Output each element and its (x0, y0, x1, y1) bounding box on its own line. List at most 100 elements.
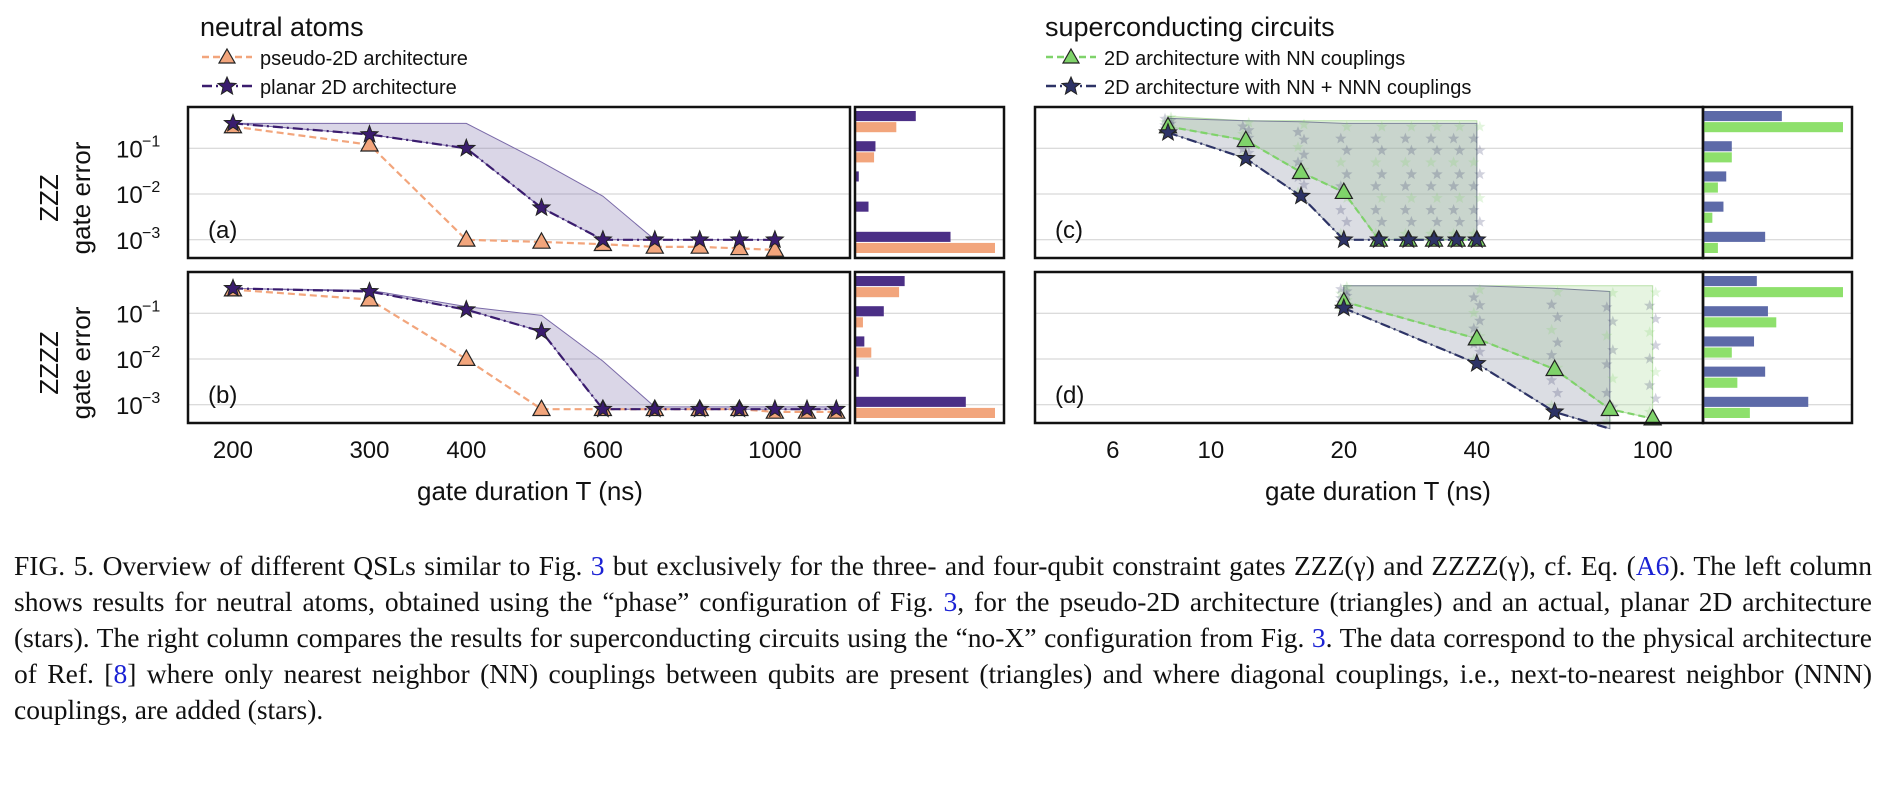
star-marker (1291, 185, 1311, 205)
sample-star (1643, 326, 1656, 338)
sample-star (1165, 114, 1177, 126)
histogram-bar (1704, 122, 1843, 133)
x-tick-label: 10 (1197, 437, 1224, 464)
star-marker (764, 229, 785, 249)
panel-frame (186, 270, 852, 425)
sample-star (1447, 204, 1460, 215)
eq-ref-link[interactable]: A6 (1635, 550, 1670, 581)
fig-ref-link[interactable]: 3 (943, 586, 958, 617)
sample-star (1237, 143, 1249, 154)
triangle-marker (1643, 408, 1663, 426)
triangle-marker (1600, 399, 1620, 417)
sample-star (1468, 353, 1480, 365)
sample-star (1649, 366, 1662, 377)
sample-star (1474, 283, 1486, 295)
sample-star (1341, 280, 1353, 292)
sample-star (1335, 287, 1347, 299)
sample-star (1474, 144, 1486, 156)
sample-star (1468, 291, 1480, 303)
citation-link[interactable]: 8 (113, 658, 128, 689)
right-legend: 2D architecture with NN couplings 2D arc… (1046, 47, 1471, 99)
star-marker (1466, 229, 1487, 249)
histogram-frame (1701, 105, 1854, 260)
sample-star (1341, 144, 1353, 156)
star-marker (689, 229, 710, 249)
sample-star (1447, 132, 1460, 144)
star-marker (456, 137, 477, 157)
sample-star (1468, 132, 1480, 144)
sample-star (1399, 204, 1412, 215)
fig-ref-link[interactable]: 3 (590, 550, 605, 581)
sample-star (1474, 314, 1486, 326)
sample-star (1453, 192, 1466, 203)
histogram-bar (1704, 111, 1782, 122)
sample-star (1431, 215, 1443, 227)
fig-ref-link[interactable]: 3 (1311, 622, 1326, 653)
legend-star-marker (216, 75, 238, 96)
triangle-marker (1545, 358, 1565, 377)
triangle-marker (456, 229, 476, 247)
sample-star (1376, 192, 1388, 203)
histogram-bar (1704, 141, 1732, 152)
y-tick-label: 10 (116, 136, 143, 163)
triangle-marker (1334, 181, 1354, 200)
sample-star (1399, 227, 1412, 239)
series-line (232, 287, 837, 411)
series-line (232, 122, 775, 241)
histogram-bar (1704, 231, 1766, 242)
histogram-bar (1704, 396, 1809, 407)
sample-star (1649, 313, 1662, 324)
y-tick-label: 10 (116, 182, 143, 209)
histogram-frame (1701, 270, 1854, 425)
triangle-marker (1236, 130, 1256, 148)
star-marker (826, 398, 847, 418)
sample-star (1468, 156, 1480, 168)
sample-star (1159, 116, 1171, 127)
sample-star (1551, 336, 1564, 348)
svg-text:ZZZ: ZZZ (34, 174, 64, 222)
y-tick-label: 10 (116, 347, 143, 374)
sample-star (1468, 227, 1480, 239)
histogram-bar (856, 231, 951, 242)
sample-star (1545, 298, 1558, 310)
sample-star (1545, 399, 1558, 411)
sample-star (1601, 329, 1613, 341)
sample-star (1243, 146, 1255, 158)
sample-star (1431, 192, 1443, 203)
x-tick-label: 1000 (748, 437, 801, 464)
histogram-bar (856, 366, 859, 377)
star-marker (1446, 229, 1467, 249)
histogram-bar (856, 317, 863, 328)
histogram-bar (856, 122, 897, 133)
uncertainty-band (232, 122, 775, 241)
sample-star (1298, 148, 1310, 160)
histogram-bar (1704, 242, 1718, 253)
panel-d: (d) (1033, 270, 1705, 430)
sample-star (1468, 322, 1480, 334)
sample-star (1298, 133, 1310, 145)
star-marker (359, 124, 380, 143)
y-tick-labels: 10 −110 −210 −310 −110 −210 −3 (116, 133, 160, 419)
sample-star (1341, 120, 1353, 132)
histogram-bar (1704, 317, 1777, 328)
sample-star (1643, 405, 1656, 417)
panel-b: (b) (186, 270, 852, 425)
sample-star (1607, 315, 1619, 327)
svg-text:gate error: gate error (66, 306, 96, 419)
sample-star (1243, 116, 1255, 128)
star-marker (1333, 229, 1354, 249)
sample-star (1425, 227, 1437, 239)
sample-star (1341, 168, 1353, 180)
sample-star (1370, 156, 1382, 168)
xlabel-right: gate duration T (ns) (1265, 476, 1491, 506)
series-line (1343, 307, 1611, 430)
histogram-bar (856, 306, 884, 317)
sample-star (1545, 323, 1558, 335)
sample-star (1601, 387, 1613, 398)
star-marker (531, 321, 552, 340)
series-line (232, 288, 837, 413)
sample-star (1468, 307, 1480, 318)
histogram-bar (1704, 201, 1724, 212)
sample-star (1425, 156, 1437, 168)
histogram-bar (1704, 276, 1757, 287)
